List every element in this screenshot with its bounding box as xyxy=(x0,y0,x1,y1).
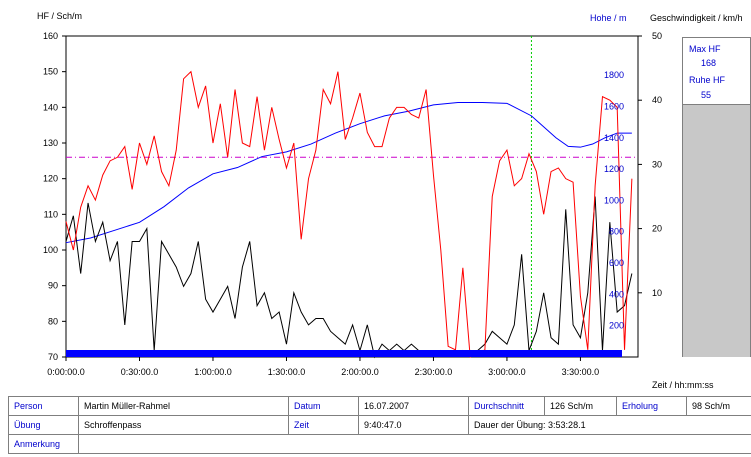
height-tick-label: 1800 xyxy=(604,70,624,80)
info-row: Übung Schroffenpass Zeit 9:40:47.0 Dauer… xyxy=(8,415,751,435)
zone-bar xyxy=(66,350,622,357)
left-tick-label: 100 xyxy=(43,245,58,255)
heart-rate-series-line xyxy=(65,70,633,358)
x-tick-label: 1:00:00.0 xyxy=(194,367,232,377)
height-tick-label: 600 xyxy=(609,258,624,268)
hr-summary-top: Max HF 168 Ruhe HF 55 xyxy=(683,38,750,104)
x-axis-title: Zeit / hh:mm:ss xyxy=(652,380,714,390)
note-label: Anmerkung xyxy=(8,434,79,454)
exercise-info-table: Person Martin Müller-Rahmel Datum 16.07.… xyxy=(8,396,751,454)
hr-chart: 160 150 140 130 120 110 100 90 80 70 1800 1600 1400 1… xyxy=(43,31,662,377)
recovery-value: 98 Sch/m xyxy=(686,396,751,416)
max-hr-value: 168 xyxy=(701,58,717,68)
height-tick-label: 1600 xyxy=(604,101,624,111)
height-tick-label: 1400 xyxy=(604,133,624,143)
time-label: Zeit xyxy=(288,415,359,435)
x-tick-label: 2:30:00.0 xyxy=(415,367,453,377)
left-tick-label: 140 xyxy=(43,102,58,112)
left-tick-label: 110 xyxy=(44,209,58,219)
info-row: Anmerkung xyxy=(8,434,751,454)
altitude-series-line xyxy=(65,102,632,244)
height-axis-title: Hohe / m xyxy=(590,13,627,23)
exercise-label: Übung xyxy=(8,415,79,435)
axis-ticks: 160 150 140 130 120 110 100 90 80 70 1800 1600 1400 1… xyxy=(43,31,662,377)
date-label: Datum xyxy=(288,396,359,416)
recovery-label: Erholung xyxy=(616,396,687,416)
date-value[interactable]: 16.07.2007 xyxy=(358,396,469,416)
x-tick-label: 3:30:00.0 xyxy=(562,367,600,377)
rest-hr-label: Ruhe HF xyxy=(689,75,726,85)
speed-tick-label: 40 xyxy=(652,95,662,105)
height-tick-label: 800 xyxy=(609,227,624,237)
average-label: Durchschnitt xyxy=(468,396,545,416)
max-hr-label: Max HF xyxy=(689,44,721,54)
duration-text: Dauer der Übung: 3:53:28.1 xyxy=(468,415,751,435)
x-tick-label: 3:00:00.0 xyxy=(488,367,526,377)
left-tick-label: 80 xyxy=(48,316,58,326)
note-value[interactable] xyxy=(78,434,751,454)
left-axis-title: HF / Sch/m xyxy=(37,11,83,21)
average-value: 126 Sch/m xyxy=(544,396,617,416)
rest-hr-value: 55 xyxy=(701,90,712,100)
x-tick-label: 0:00:00.0 xyxy=(47,367,85,377)
left-tick-label: 130 xyxy=(43,138,58,148)
x-tick-label: 1:30:00.0 xyxy=(268,367,306,377)
left-tick-label: 70 xyxy=(48,352,58,362)
speed-tick-label: 20 xyxy=(652,224,662,234)
hr-summary-filler xyxy=(683,104,750,357)
left-tick-label: 120 xyxy=(43,174,58,184)
height-tick-label: 1000 xyxy=(604,195,624,205)
left-tick-label: 160 xyxy=(43,31,58,41)
hr-summary-panel: Max HF 168 Ruhe HF 55 xyxy=(682,37,751,357)
speed-axis-title: Geschwindigkeit / km/h xyxy=(650,13,743,23)
speed-tick-label: 10 xyxy=(652,288,662,298)
person-value[interactable]: Martin Müller-Rahmel xyxy=(78,396,289,416)
info-row: Person Martin Müller-Rahmel Datum 16.07.… xyxy=(8,396,751,416)
left-tick-label: 90 xyxy=(48,281,58,291)
height-tick-label: 400 xyxy=(609,289,624,299)
x-tick-label: 2:00:00.0 xyxy=(341,367,379,377)
speed-tick-label: 30 xyxy=(652,159,662,169)
height-tick-label: 1200 xyxy=(604,164,624,174)
left-tick-label: 150 xyxy=(43,67,58,77)
height-tick-label: 200 xyxy=(609,321,624,331)
plot-area xyxy=(65,35,639,358)
x-tick-label: 0:30:00.0 xyxy=(121,367,159,377)
speed-series-line xyxy=(65,196,633,359)
time-value[interactable]: 9:40:47.0 xyxy=(358,415,469,435)
speed-tick-label: 50 xyxy=(652,31,662,41)
person-label: Person xyxy=(8,396,79,416)
exercise-value[interactable]: Schroffenpass xyxy=(78,415,289,435)
